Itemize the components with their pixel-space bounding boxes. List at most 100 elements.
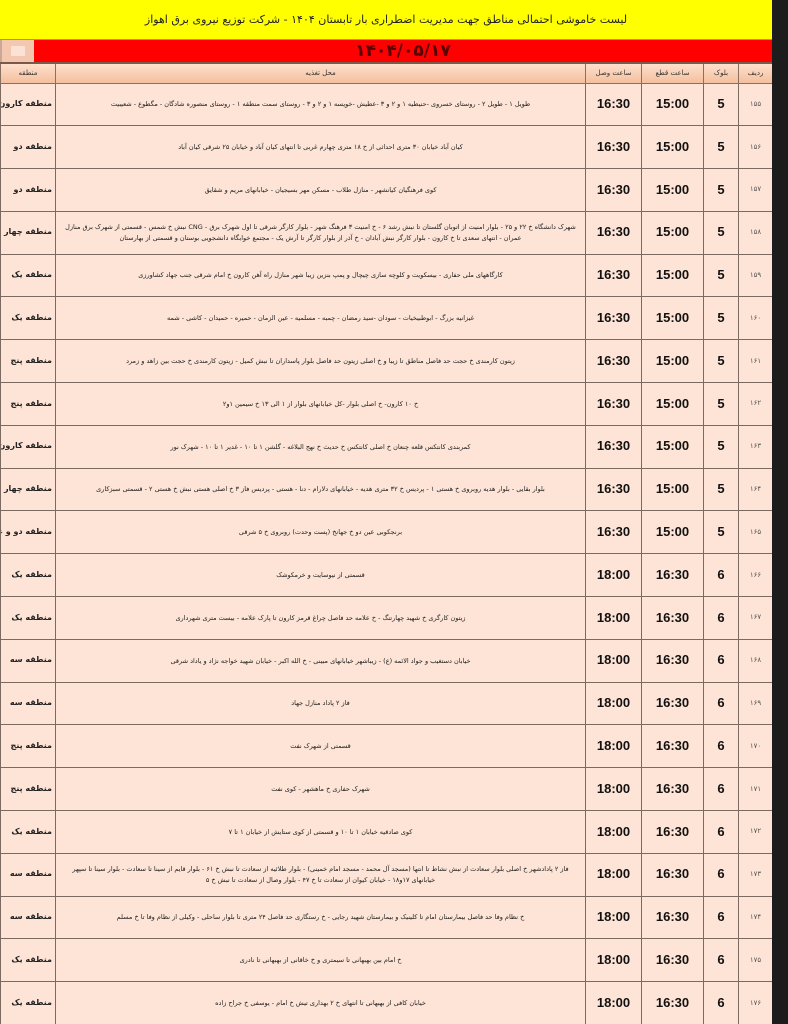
date-label: ۱۴۰۴/۰۵/۱۷ bbox=[34, 40, 772, 62]
cell-row: ۱۵۹ bbox=[738, 253, 772, 298]
table-row: ۱۷۱ 6 16:30 18:00 شهرک حفاری خ ماهشهر - کوی … bbox=[0, 767, 772, 812]
cell-region: منطقه پنج bbox=[0, 382, 56, 426]
cell-region: منطقه چهار bbox=[0, 210, 56, 255]
table-row: ۱۷۵ 6 16:30 18:00 خ امام بین بهبهانی تا سیمت… bbox=[0, 938, 772, 983]
cell-cut: 16:30 bbox=[641, 981, 704, 1024]
cell-location: طویل ۱ - طویل ۲ - روستای خسروی -حنیطیه ۱… bbox=[55, 82, 586, 127]
cell-region: منطقه کارون bbox=[0, 424, 56, 469]
cell-location: شهرک حفاری خ ماهشهر - کوی نفت bbox=[55, 767, 586, 812]
spreadsheet: لیست خاموشی احتمالی مناطق جهت مدیریت اضط… bbox=[0, 0, 772, 1024]
cell-location: کیان آباد خیابان ۳۰ متری احداثی از خ ۱۸ … bbox=[55, 125, 586, 170]
cell-connect: 18:00 bbox=[585, 981, 642, 1024]
cell-region: منطقه دو bbox=[0, 168, 56, 212]
cell-block: 6 bbox=[703, 681, 739, 726]
cell-cut: 16:30 bbox=[641, 638, 704, 683]
cell-cut: 15:00 bbox=[641, 210, 704, 255]
cell-row: ۱۷۵ bbox=[738, 938, 772, 983]
cell-row: ۱۷۱ bbox=[738, 767, 772, 812]
table-row: ۱۵۹ 5 15:00 16:30 کارگاههای ملی حفاری - بیسک… bbox=[0, 253, 772, 298]
cell-connect: 18:00 bbox=[585, 638, 642, 683]
cell-region: منطقه سه bbox=[0, 852, 56, 897]
cell-location: بلوار بقایی - بلوار هدیه روبروی خ هستی ۱… bbox=[55, 467, 586, 512]
cell-region: منطقه سه bbox=[0, 895, 56, 940]
cell-cut: 16:30 bbox=[641, 681, 704, 726]
cell-connect: 18:00 bbox=[585, 895, 642, 940]
cell-block: 6 bbox=[703, 638, 739, 683]
table-row: ۱۵۸ 5 15:00 16:30 شهرک دانشگاه خ ۲۲ و ۲۵ - ب… bbox=[0, 210, 772, 255]
cell-cut: 16:30 bbox=[641, 724, 704, 769]
table-row: ۱۷۲ 6 16:30 18:00 کوی صادقیه خیابان ۱ تا ۱۰ … bbox=[0, 810, 772, 854]
cell-block: 6 bbox=[703, 810, 739, 854]
cell-block: 6 bbox=[703, 724, 739, 769]
cell-connect: 18:00 bbox=[585, 938, 642, 983]
cell-cut: 16:30 bbox=[641, 553, 704, 598]
table-row: ۱۶۱ 5 15:00 16:30 زیتون کارمندی خ حجت حد فاص… bbox=[0, 339, 772, 384]
cell-connect: 16:30 bbox=[585, 510, 642, 555]
cell-region: منطقه کارون و ب bbox=[0, 82, 56, 127]
cell-block: 5 bbox=[703, 510, 739, 555]
cell-connect: 18:00 bbox=[585, 852, 642, 897]
cell-location: خ ۱۰ کارون- خ اصلی بلوار -کل خیابانهای ب… bbox=[55, 382, 586, 426]
cell-row: ۱۶۹ bbox=[738, 681, 772, 726]
table-row: ۱۶۵ 5 15:00 16:30 برنجکوبی عین دو خ جهانخ (پ… bbox=[0, 510, 772, 555]
cell-location: خیابان کافی از بهبهانی تا انتهای خ ۲ بهد… bbox=[55, 981, 586, 1024]
cell-cut: 15:00 bbox=[641, 168, 704, 212]
cell-cut: 15:00 bbox=[641, 510, 704, 555]
cell-row: ۱۵۶ bbox=[738, 125, 772, 170]
cell-cut: 15:00 bbox=[641, 125, 704, 170]
table-row: ۱۷۴ 6 16:30 18:00 خ نظام وفا حد فاصل بیمارست… bbox=[0, 895, 772, 940]
cell-region: منطقه یک bbox=[0, 253, 56, 298]
cell-region: منطقه یک bbox=[0, 596, 56, 640]
cell-block: 5 bbox=[703, 210, 739, 255]
table-row: ۱۶۰ 5 15:00 16:30 غیزانیه بزرگ - ابوطبیخیات … bbox=[0, 296, 772, 341]
cell-connect: 18:00 bbox=[585, 724, 642, 769]
cell-location: کمربندی کانتکس قلعه چنعان خ اصلی کانتکس … bbox=[55, 424, 586, 469]
cell-connect: 16:30 bbox=[585, 339, 642, 384]
col-block: بلوک bbox=[703, 62, 739, 84]
cell-row: ۱۷۲ bbox=[738, 810, 772, 854]
cell-row: ۱۷۴ bbox=[738, 895, 772, 940]
sheet-title: لیست خاموشی احتمالی مناطق جهت مدیریت اضط… bbox=[0, 0, 772, 40]
cell-location: زیتون کارگری خ شهید چهارتنگ - خ علامه حد… bbox=[55, 596, 586, 640]
cell-connect: 18:00 bbox=[585, 553, 642, 598]
cell-region: منطقه پنج bbox=[0, 339, 56, 384]
col-region: منطقه bbox=[0, 62, 56, 84]
cell-location: خیابان دستغیب و جواد الائمه (ع) - زیباشه… bbox=[55, 638, 586, 683]
cell-location: خ امام بین بهبهانی تا سیمتری و خ خاقانی … bbox=[55, 938, 586, 983]
cell-block: 6 bbox=[703, 553, 739, 598]
window-edge bbox=[772, 0, 788, 1024]
cell-region: منطقه یک bbox=[0, 981, 56, 1024]
cell-connect: 16:30 bbox=[585, 296, 642, 341]
cell-cut: 15:00 bbox=[641, 82, 704, 127]
cell-location: کوی فرهنگیان کیانشهر - منازل طلاب - مسکن… bbox=[55, 168, 586, 212]
cell-block: 5 bbox=[703, 168, 739, 212]
cell-region: منطقه سه bbox=[0, 638, 56, 683]
cell-block: 5 bbox=[703, 296, 739, 341]
cell-cut: 15:00 bbox=[641, 467, 704, 512]
cell-region: منطقه یک bbox=[0, 553, 56, 598]
table-row: ۱۶۴ 5 15:00 16:30 بلوار بقایی - بلوار هدیه ر… bbox=[0, 467, 772, 512]
cell-connect: 16:30 bbox=[585, 125, 642, 170]
cell-cut: 16:30 bbox=[641, 810, 704, 854]
cell-connect: 18:00 bbox=[585, 767, 642, 812]
cell-connect: 16:30 bbox=[585, 168, 642, 212]
cell-cut: 16:30 bbox=[641, 938, 704, 983]
date-band: ۱۴۰۴/۰۵/۱۷ bbox=[0, 40, 772, 62]
cell-connect: 16:30 bbox=[585, 467, 642, 512]
cell-cut: 15:00 bbox=[641, 296, 704, 341]
cell-cut: 15:00 bbox=[641, 382, 704, 426]
corner-cell bbox=[0, 40, 34, 62]
cell-block: 6 bbox=[703, 895, 739, 940]
col-location: محل تغذیه bbox=[55, 62, 586, 84]
cell-row: ۱۶۲ bbox=[738, 382, 772, 426]
cell-connect: 16:30 bbox=[585, 82, 642, 127]
cell-region: منطقه چهار bbox=[0, 467, 56, 512]
cell-region: منطقه دو و علو bbox=[0, 510, 56, 555]
cell-cut: 15:00 bbox=[641, 253, 704, 298]
table-row: ۱۷۰ 6 16:30 18:00 قسمتی از شهرک نفت منطقه پنج bbox=[0, 724, 772, 769]
cell-block: 5 bbox=[703, 82, 739, 127]
cell-cut: 15:00 bbox=[641, 339, 704, 384]
cell-row: ۱۶۴ bbox=[738, 467, 772, 512]
cell-connect: 16:30 bbox=[585, 210, 642, 255]
cell-row: ۱۷۶ bbox=[738, 981, 772, 1024]
